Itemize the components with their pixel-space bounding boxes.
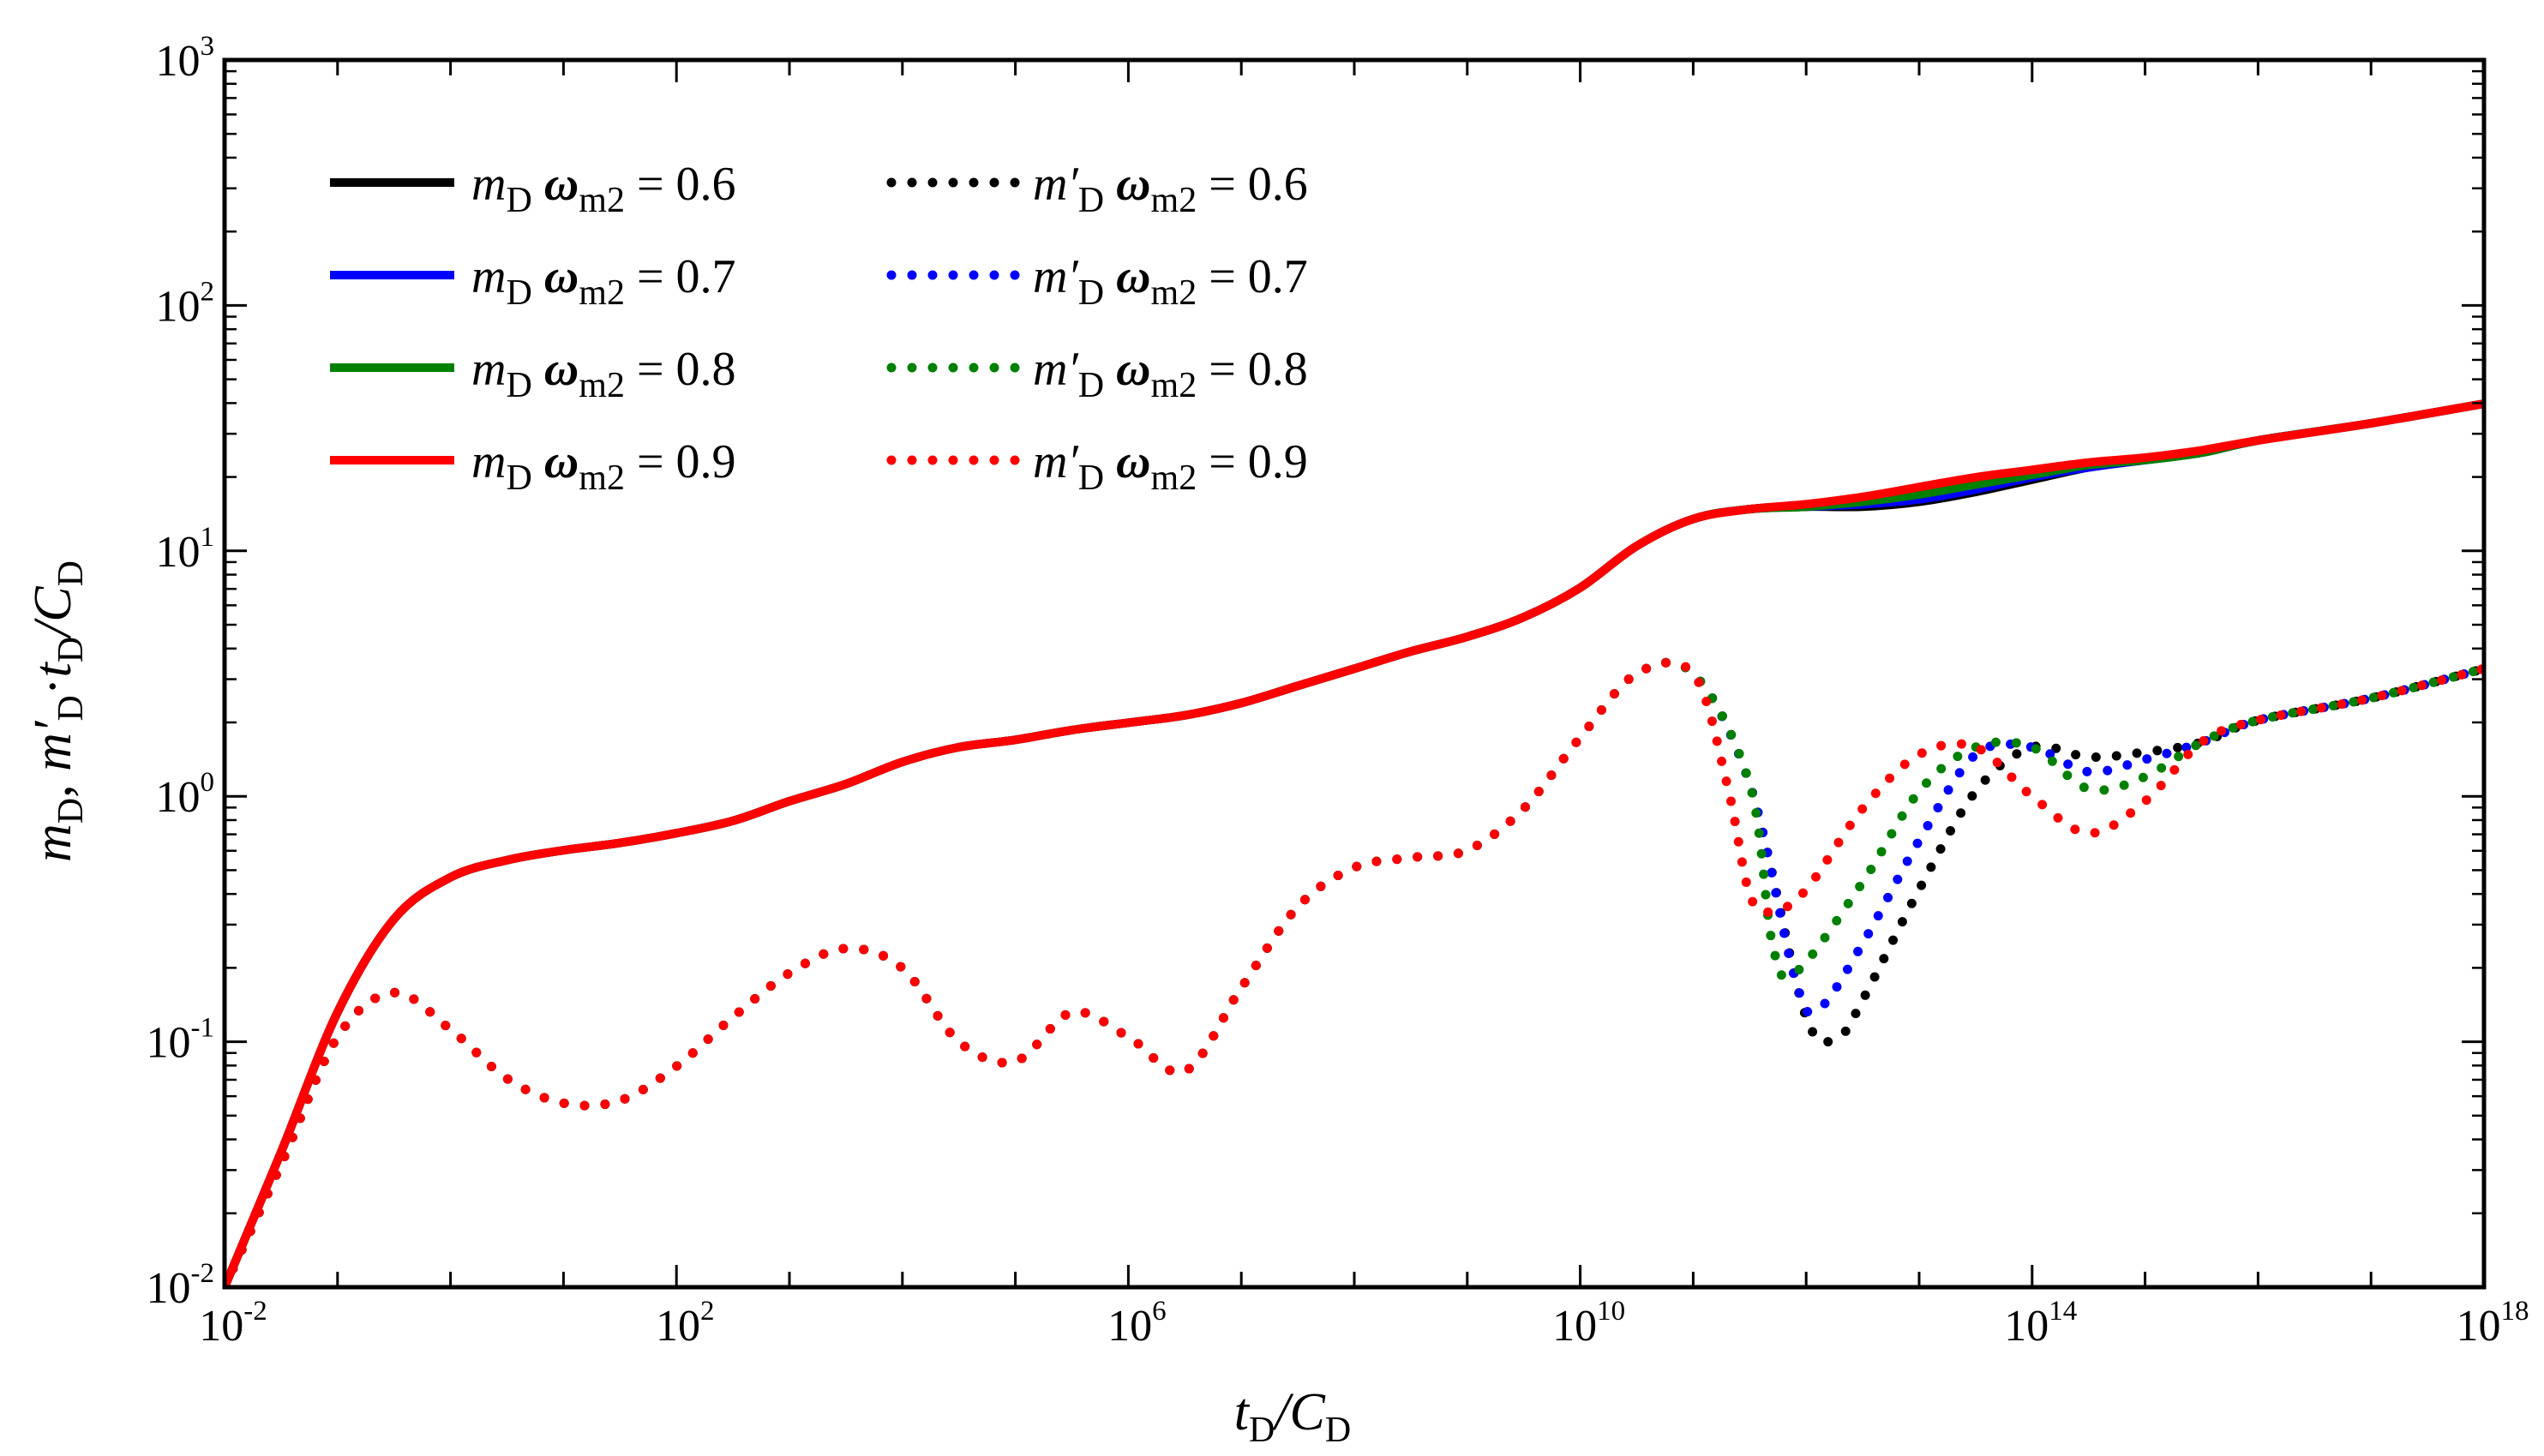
series-line-derivative-0.9 (225, 657, 2484, 1287)
x-tick-labels: 10-2 102 106 1010 1014 1018 (199, 1296, 2529, 1351)
y-tick-label: 102 (156, 276, 215, 331)
legend-label: m′D ωm2 = 0.6 (1033, 158, 1308, 220)
x-axis-title: tD/CD (1234, 1383, 1352, 1450)
legend-label: mD ωm2 = 0.7 (471, 250, 736, 313)
series-line-pressure-0.9 (225, 399, 2484, 1287)
series-layer (225, 399, 2484, 1287)
y-tick-label: 100 (156, 767, 215, 822)
y-tick-label: 103 (156, 31, 215, 86)
plot-frame (222, 57, 2487, 1290)
y-tick-label: 101 (156, 522, 215, 577)
series-line-derivative-0.8 (225, 657, 2484, 1287)
y-tick-label: 10-2 (147, 1258, 215, 1313)
x-tick-label: 1018 (2457, 1296, 2529, 1351)
x-tick-label: 1010 (1552, 1296, 1625, 1351)
legend: mD ωm2 = 0.6 mD ωm2 = 0.7 mD ωm2 = 0.8 mD ω… (330, 158, 1308, 498)
y-tick-label: 10-1 (147, 1013, 215, 1068)
legend-label: mD ωm2 = 0.8 (471, 343, 736, 405)
legend-label: mD ωm2 = 0.9 (471, 435, 736, 498)
legend-label: m′D ωm2 = 0.8 (1033, 343, 1308, 405)
x-tick-label: 106 (1107, 1296, 1167, 1351)
legend-label: m′D ωm2 = 0.9 (1033, 435, 1308, 498)
y-tick-labels: 10-2 10-1 100 101 102 103 (147, 31, 215, 1313)
x-tick-label: 10-2 (199, 1296, 267, 1351)
x-tick-label: 102 (656, 1296, 715, 1351)
legend-label: mD ωm2 = 0.6 (471, 158, 736, 220)
series-line-derivative-0.7 (225, 657, 2484, 1287)
y-axis-title: mD, m′D·tD/CD (24, 560, 91, 862)
legend-label: m′D ωm2 = 0.7 (1033, 250, 1308, 313)
x-tick-label: 1014 (2004, 1296, 2077, 1351)
